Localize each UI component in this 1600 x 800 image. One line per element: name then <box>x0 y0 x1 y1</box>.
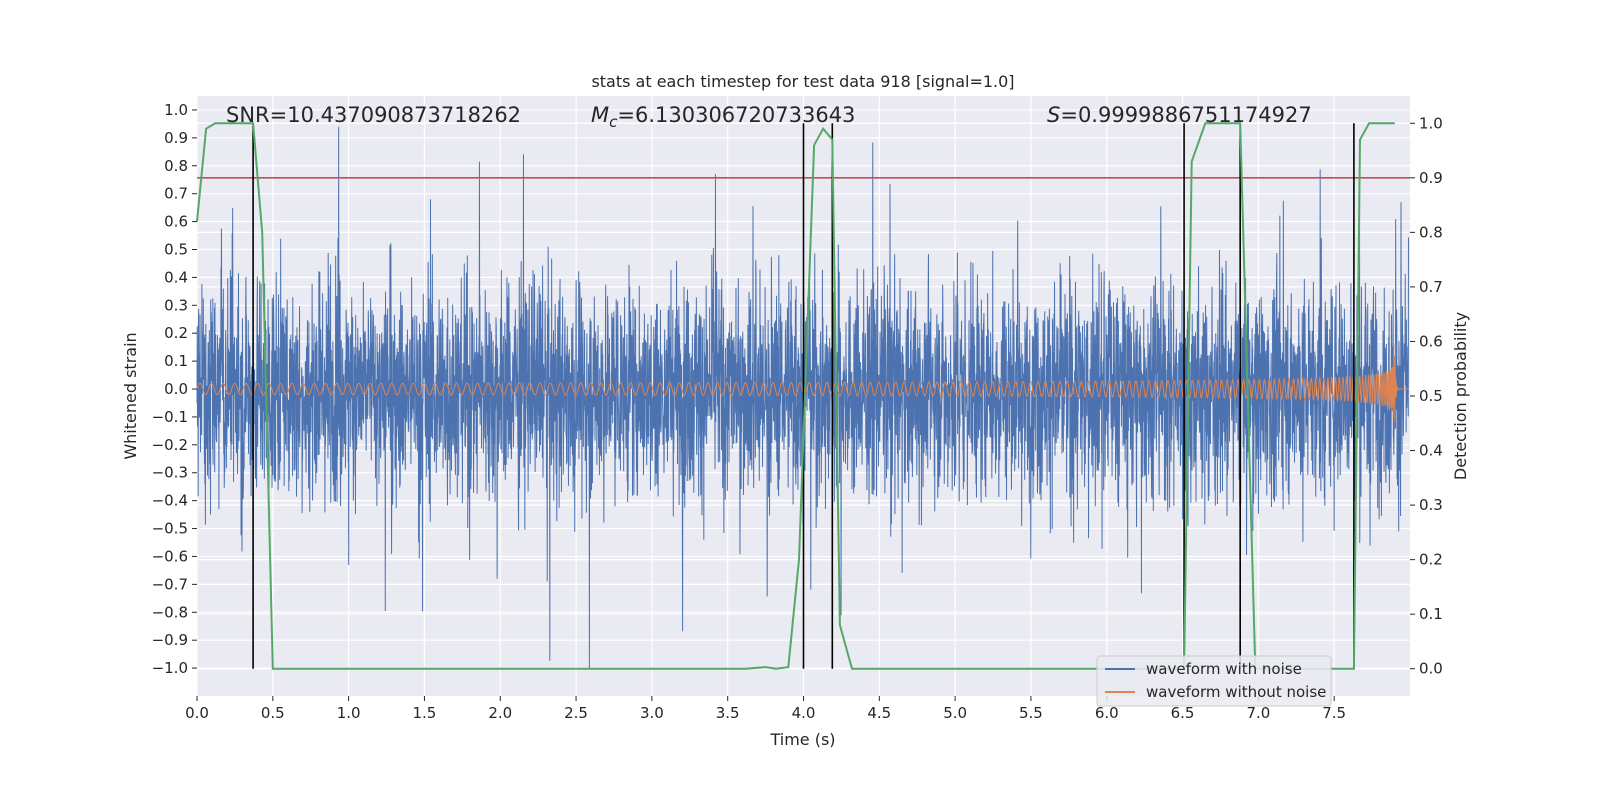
y-ticks-right: 1.0 0.9 0.8 0.7 0.6 0.5 0.4 0.3 0.2 0.1 0.0 <box>1410 114 1443 678</box>
s-value: =0.9999886751174927 <box>1060 103 1311 127</box>
y-tick-label: 0.4 <box>164 268 188 286</box>
y-tick-label: −0.7 <box>152 575 188 593</box>
x-tick-label: 7.5 <box>1322 704 1346 722</box>
y-tick-label: −0.3 <box>152 464 188 482</box>
legend: waveform with noise waveform without noi… <box>1096 655 1332 707</box>
y-tick-label: −0.6 <box>152 547 188 565</box>
x-tick-label: 2.5 <box>564 704 588 722</box>
x-tick-label: 6.5 <box>1171 704 1195 722</box>
y-tick-label: 0.2 <box>164 324 188 342</box>
x-tick-label: 4.5 <box>867 704 891 722</box>
mc-symbol: M <box>591 103 609 127</box>
x-tick-label: 3.0 <box>640 704 664 722</box>
x-ticks: 0.0 0.5 1.0 1.5 2.0 2.5 3.0 3.5 4.0 4.5 5.0 5.5 6.0 6… <box>185 696 1346 722</box>
y-tick-label: 0.5 <box>164 240 188 258</box>
y-right-tick-label: 0.6 <box>1419 332 1443 350</box>
y-tick-label: 0.1 <box>164 352 188 370</box>
y-right-tick-label: 0.9 <box>1419 169 1443 187</box>
y-tick-label: −0.8 <box>152 603 188 621</box>
x-tick-label: 0.5 <box>261 704 285 722</box>
y-right-tick-label: 0.7 <box>1419 278 1443 296</box>
y-tick-label: 0.9 <box>164 129 188 147</box>
x-tick-label: 4.0 <box>792 704 816 722</box>
y-right-tick-label: 0.5 <box>1419 387 1443 405</box>
y-tick-label: 1.0 <box>164 101 188 119</box>
y-tick-label: 0.8 <box>164 157 188 175</box>
y-right-tick-label: 0.0 <box>1419 660 1443 678</box>
x-tick-label: 3.5 <box>716 704 740 722</box>
x-tick-label: 2.0 <box>488 704 512 722</box>
y-tick-label: 0.6 <box>164 213 188 231</box>
mc-value: =6.130306720733643 <box>617 103 855 127</box>
chart-title: stats at each timestep for test data 918… <box>591 72 1014 91</box>
mc-subscript: c <box>609 113 618 131</box>
vertical-markers <box>252 123 1355 669</box>
annotation-score: S=0.9999886751174927 <box>1047 103 1312 127</box>
x-tick-label: 5.0 <box>943 704 967 722</box>
s-symbol: S <box>1047 103 1060 127</box>
y-right-tick-label: 1.0 <box>1419 114 1443 132</box>
y-tick-label: 0.7 <box>164 185 188 203</box>
annotation-snr: SNR=10.437090873718262 <box>226 103 521 127</box>
y-tick-label: 0.3 <box>164 296 188 314</box>
x-tick-label: 7.0 <box>1246 704 1270 722</box>
y-right-tick-label: 0.2 <box>1419 551 1443 569</box>
y-ticks-left: 1.0 0.9 0.8 0.7 0.6 0.5 0.4 0.3 0.2 0.1 0.0 −0.1 −0.… <box>152 101 197 677</box>
y-right-tick-label: 0.1 <box>1419 605 1443 623</box>
y-right-tick-label: 0.3 <box>1419 496 1443 514</box>
y-tick-label: −0.4 <box>152 492 188 510</box>
y-axis-label-left: Whitened strain <box>121 332 140 459</box>
x-tick-label: 6.0 <box>1095 704 1119 722</box>
y-tick-label: −0.9 <box>152 631 188 649</box>
y-tick-label: 0.0 <box>164 380 188 398</box>
legend-label-noise: waveform with noise <box>1146 660 1302 678</box>
x-tick-label: 0.0 <box>185 704 209 722</box>
x-tick-label: 1.5 <box>413 704 437 722</box>
y-right-tick-label: 0.4 <box>1419 442 1443 460</box>
x-axis-label: Time (s) <box>769 730 835 749</box>
y-right-tick-label: 0.8 <box>1419 223 1443 241</box>
x-tick-label: 1.0 <box>337 704 361 722</box>
y-tick-label: −1.0 <box>152 659 188 677</box>
y-tick-label: −0.1 <box>152 408 188 426</box>
x-tick-label: 5.5 <box>1019 704 1043 722</box>
y-tick-label: −0.2 <box>152 436 188 454</box>
legend-label-signal: waveform without noise <box>1146 683 1326 701</box>
annotation-chirp-mass: Mc=6.130306720733643 <box>591 103 855 131</box>
y-tick-label: −0.5 <box>152 520 188 538</box>
legend-box <box>1096 655 1332 707</box>
y-axis-label-right: Detection probability <box>1451 312 1470 480</box>
